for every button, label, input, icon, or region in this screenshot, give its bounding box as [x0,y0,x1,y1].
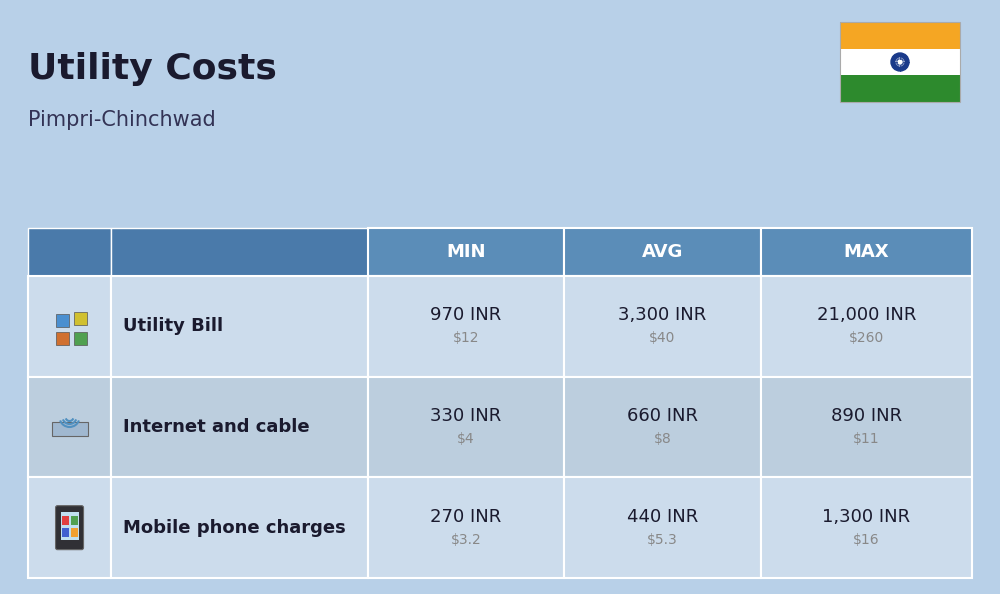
Text: 1,300 INR: 1,300 INR [822,508,910,526]
Text: $8: $8 [653,432,671,446]
Bar [761,276,972,377]
Bar [761,228,972,276]
Bar [28,228,111,276]
Text: 21,000 INR: 21,000 INR [817,307,916,324]
Text: MIN: MIN [446,243,486,261]
Bar [840,22,960,102]
Bar [74,332,87,345]
Bar [28,276,111,377]
Text: Internet and cable: Internet and cable [123,418,310,436]
Bar [61,511,79,540]
Bar [564,228,761,276]
Bar [71,516,78,525]
Bar [368,276,564,377]
Bar [71,527,78,536]
Bar [111,377,368,478]
Bar [74,312,87,326]
Text: $3.2: $3.2 [451,533,481,546]
Text: 270 INR: 270 INR [430,508,502,526]
Text: 890 INR: 890 INR [831,407,902,425]
Bar [840,22,960,49]
Bar [761,377,972,478]
Text: $12: $12 [453,331,479,345]
Text: AVG: AVG [642,243,683,261]
Bar [111,228,368,276]
Bar [28,377,111,478]
Text: $260: $260 [849,331,884,345]
Text: 440 INR: 440 INR [627,508,698,526]
Text: Pimpri-Chinchwad: Pimpri-Chinchwad [28,110,216,130]
FancyBboxPatch shape [56,505,84,549]
Text: 970 INR: 970 INR [430,307,502,324]
Text: MAX: MAX [843,243,889,261]
Bar [62,516,69,525]
Bar [52,422,88,436]
Bar [840,49,960,75]
Text: Mobile phone charges: Mobile phone charges [123,519,346,536]
Bar [564,377,761,478]
Text: $16: $16 [853,533,880,546]
Bar [28,478,111,578]
Circle shape [896,58,904,66]
Bar [56,332,69,345]
Text: $40: $40 [649,331,676,345]
Bar [368,478,564,578]
Text: 660 INR: 660 INR [627,407,698,425]
Bar [564,478,761,578]
Bar [368,228,564,276]
Bar [840,75,960,102]
Bar [761,478,972,578]
Circle shape [891,53,909,71]
Bar [56,314,69,327]
Text: 330 INR: 330 INR [430,407,502,425]
Bar [62,527,69,536]
Bar [111,478,368,578]
Text: $4: $4 [457,432,475,446]
Text: Utility Costs: Utility Costs [28,52,277,86]
Bar [368,377,564,478]
Bar [111,276,368,377]
Text: $11: $11 [853,432,880,446]
Bar [564,276,761,377]
Text: 3,300 INR: 3,300 INR [618,307,706,324]
Text: $5.3: $5.3 [647,533,678,546]
Text: Utility Bill: Utility Bill [123,317,223,336]
